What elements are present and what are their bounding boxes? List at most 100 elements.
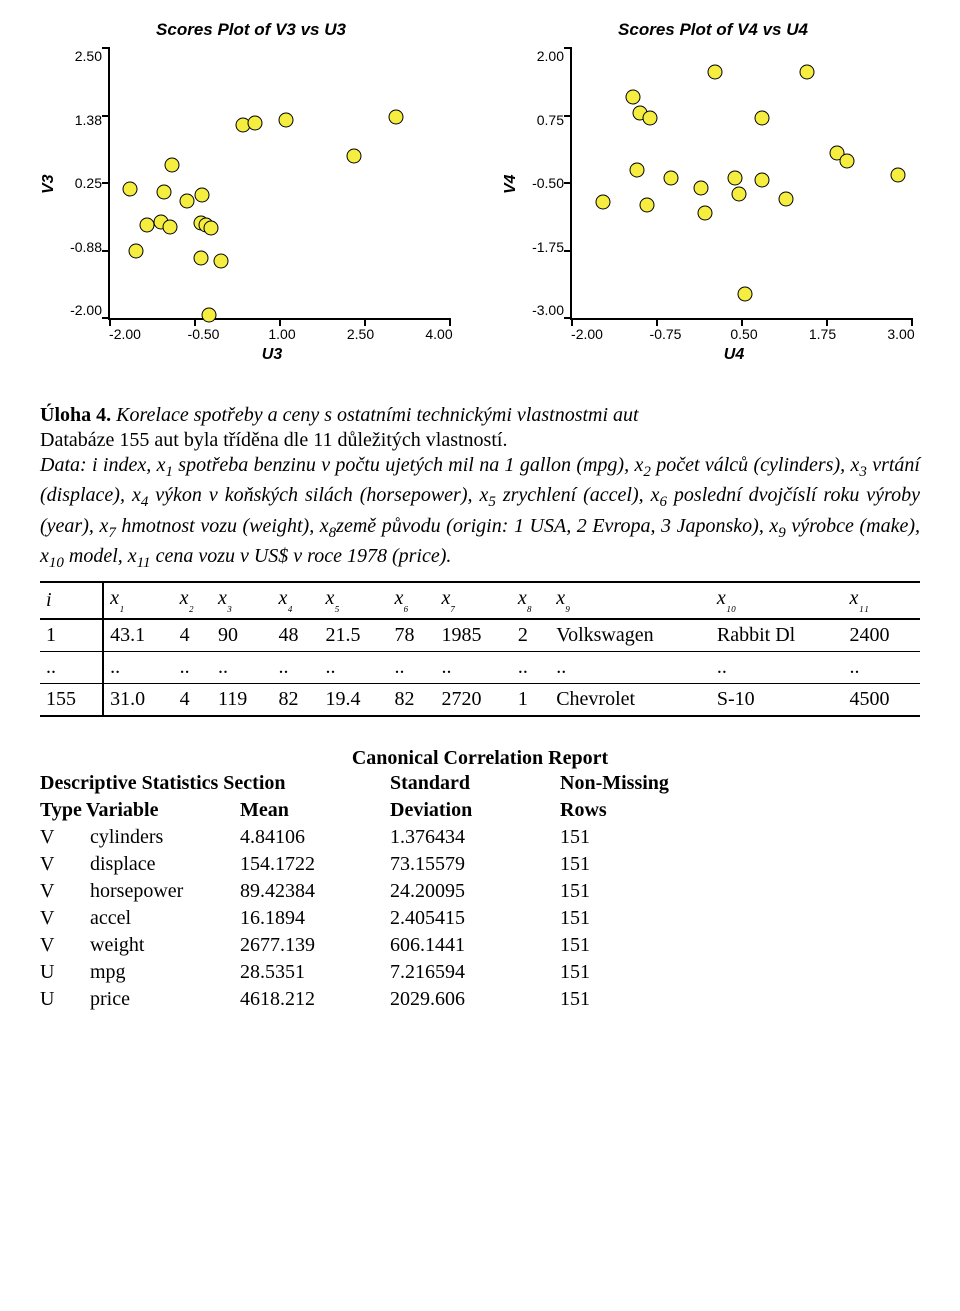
chart-v4-u4: Scores Plot of V4 vs U4 V4 2.000.75-0.50… [502, 20, 924, 364]
stats-cell: 606.1441 [390, 932, 560, 959]
ytick-label: 0.25 [60, 175, 102, 191]
tbl-cell: 78 [389, 619, 436, 652]
s11: 11 [137, 555, 151, 571]
stats-h-rows-top: Non-Missing [560, 770, 920, 797]
scatter-point [755, 111, 770, 126]
stats-cell: 16.1894 [240, 905, 390, 932]
tbl-cell: .. [320, 652, 389, 684]
xtick-label: -0.50 [181, 326, 227, 342]
tbl-cell: .. [436, 652, 512, 684]
scatter-point [194, 188, 209, 203]
task-heading-italic: Korelace spotřeby a ceny s ostatními tec… [111, 404, 638, 426]
s9: 9 [778, 525, 786, 541]
chart1-yticks: 2.501.380.25-0.88-2.00 [60, 48, 108, 318]
ytick-label: 2.50 [60, 48, 102, 64]
tbl-cell: Volkswagen [550, 619, 711, 652]
scatter-point [694, 181, 709, 196]
scatter-point [247, 116, 262, 131]
tbl-cell: .. [174, 652, 212, 684]
ytick-label: -3.00 [522, 302, 564, 318]
data-prefix: Data: i [40, 454, 98, 476]
tbl-cell: .. [389, 652, 436, 684]
scatter-point [799, 65, 814, 80]
stats-h-std-bot: Deviation [390, 797, 560, 824]
chart2-title: Scores Plot of V4 vs U4 [502, 20, 924, 40]
chart2-yticks: 2.000.75-0.50-1.75-3.00 [522, 48, 570, 318]
tbl-cell: S-10 [711, 684, 844, 717]
scatter-point [840, 154, 855, 169]
scatter-point [128, 243, 143, 258]
tbl-cell: 1 [512, 684, 550, 717]
d9: výrobce (make), [786, 515, 920, 537]
data-sample-table: ix₁x₂x₃x₄x₅x₆x₇x₈x₉x₁₀x₁₁143.14904821.57… [40, 581, 920, 717]
stats-h-std-top: Standard [390, 770, 560, 797]
xtick-label: -2.00 [102, 326, 148, 342]
tbl-cell: 2400 [844, 619, 920, 652]
task-heading-bold: Úloha 4. [40, 404, 111, 426]
stats-cell: 151 [560, 824, 920, 851]
d11: cena vozu v US$ v roce 1978 (price). [151, 545, 452, 567]
tbl-cell: .. [212, 652, 273, 684]
stats-cell: 7.216594 [390, 959, 560, 986]
stats-cell: V [40, 905, 90, 932]
chart2-plot-area [570, 48, 912, 320]
tbl-cell: .. [844, 652, 920, 684]
chart2-xlabel: U4 [564, 346, 904, 364]
x2: x [634, 454, 643, 476]
xtick-label: 0.50 [721, 326, 767, 342]
x8: x [320, 515, 329, 537]
stats-cell: V [40, 824, 90, 851]
task-heading: Úloha 4. Korelace spotřeby a ceny s osta… [40, 404, 920, 427]
stats-cell: 73.15579 [390, 851, 560, 878]
stats-h-typevar: TypeVariable [40, 797, 240, 824]
ytick-label: -2.00 [60, 302, 102, 318]
scatter-point [278, 113, 293, 128]
stats-cell: mpg [90, 959, 240, 986]
scatter-point [643, 111, 658, 126]
tbl-header: i [40, 582, 103, 619]
xtick-label: 4.00 [416, 326, 462, 342]
stats-cell: 89.42384 [240, 878, 390, 905]
stats-cell: 1.376434 [390, 824, 560, 851]
ytick-label: 0.75 [522, 112, 564, 128]
tbl-cell: 1 [40, 619, 103, 652]
chart1-plot-area [108, 48, 450, 320]
x10: x [40, 545, 49, 567]
s10: 10 [49, 555, 64, 571]
tbl-header: x₇ [436, 582, 512, 619]
report-title: Canonical Correlation Report [40, 747, 920, 770]
d1: spotřeba benzinu v počtu ujetých mil na … [173, 454, 635, 476]
d4: výkon v koňských silách (horsepower), [148, 484, 479, 506]
chart1-ylabel: V3 [40, 48, 60, 320]
scatter-point [755, 173, 770, 188]
scatter-point [165, 158, 180, 173]
scatter-point [179, 194, 194, 209]
stats-cell: horsepower [90, 878, 240, 905]
xtick-label: 1.00 [259, 326, 305, 342]
scatter-point [203, 221, 218, 236]
s3: 3 [859, 464, 867, 480]
tbl-header: x₁ [103, 582, 173, 619]
tbl-cell: 21.5 [320, 619, 389, 652]
tbl-header: x₃ [212, 582, 273, 619]
scatter-point [731, 186, 746, 201]
tbl-header: x₈ [512, 582, 550, 619]
tbl-header: x₁₁ [844, 582, 920, 619]
tbl-cell: 19.4 [320, 684, 389, 717]
stats-cell: 28.5351 [240, 959, 390, 986]
tbl-cell: .. [512, 652, 550, 684]
scatter-point [728, 170, 743, 185]
tbl-cell: 2 [512, 619, 550, 652]
stats-cell: displace [90, 851, 240, 878]
s6: 6 [659, 494, 667, 510]
stats-cell: U [40, 959, 90, 986]
stats-cell: V [40, 851, 90, 878]
tbl-cell: 90 [212, 619, 273, 652]
scatter-point [697, 205, 712, 220]
chart-v3-u3: Scores Plot of V3 vs U3 V3 2.501.380.25-… [40, 20, 462, 364]
scatter-point [202, 308, 217, 323]
d8: země původu (origin: 1 USA, 2 Evropa, 3 … [336, 515, 769, 537]
scatter-point [626, 89, 641, 104]
stats-cell: U [40, 986, 90, 1013]
x9: x [769, 515, 778, 537]
